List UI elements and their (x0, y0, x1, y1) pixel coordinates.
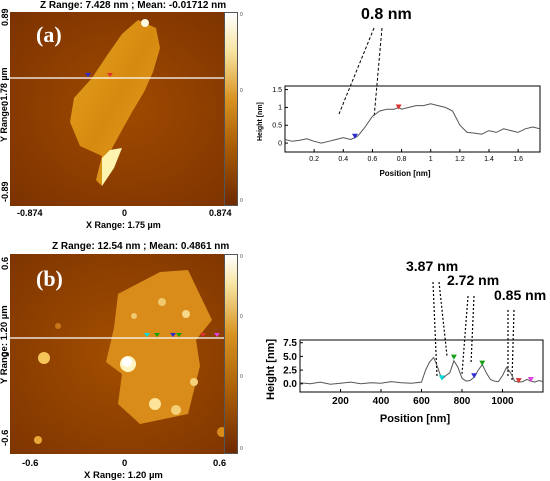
panel-b-profile-ylabel: Height [nm] (265, 339, 277, 400)
panel-b-profile-chart: 200 400 600 800 1000 0.0 2.5 5.0 7.5 Position [… (265, 281, 544, 425)
panel-b-profile-marker (450, 354, 457, 360)
panel-b-profile-ytick-label: 7.5 (283, 338, 297, 349)
panel-a-xtick-left: -0.874 (17, 208, 43, 218)
panel-a-header: Z Range: 7.428 nm ; Mean: -0.01712 nm (40, 0, 227, 11)
panel-b-profile-xtick-label: 600 (413, 396, 430, 407)
panel-a-profile-ytick-label: 0 (278, 140, 282, 147)
panel-a-afm-image (10, 12, 238, 206)
panel-b-xtick-mid: 0 (122, 458, 128, 469)
panel-b-xtick-right: 0.6 (213, 458, 227, 469)
panel-a-profile-marker (351, 133, 358, 139)
panel-a-profile-xtick-label: 1.2 (455, 156, 465, 163)
panel-a-profile-ytick-label: 0.5 (272, 123, 282, 130)
panel-b-xtick-left: -0.6 (22, 458, 39, 469)
panel-a-xtick-right: 0.874 (209, 208, 232, 218)
panel-a-profile-ylabel: Height [nm] (257, 102, 264, 141)
panel-a-leader-right (373, 27, 383, 119)
panel-a-label: (a) (36, 22, 62, 47)
panel-b-profile-marker (471, 373, 478, 379)
panel-b-profile-ytick-label: 5.0 (283, 352, 297, 363)
panel-a-colorbar-ticks: 0 0 0 (240, 12, 250, 206)
panel-b-profile-ytick-label: 2.5 (283, 365, 297, 376)
panel-a-afm-svg (10, 12, 238, 206)
panel-b-xlabel: X Range: 1.20 µm (84, 470, 163, 481)
panel-b-ylabel: Y Range: 1.20 µm (0, 305, 10, 384)
panel-a-profile-xtick-label: 0.8 (397, 156, 407, 163)
panel-b-leader-2b (470, 295, 475, 365)
panel-a-profile-xtick-label: 0.2 (309, 156, 319, 163)
panel-b-afm-image (10, 254, 238, 454)
panel-a-ytick-bottom: -0.89 (0, 181, 10, 202)
panel-b-profile-xtick-label: 400 (373, 396, 390, 407)
panel-b-ytick-bottom: -0.6 (0, 429, 11, 446)
panel-b-header: Z Range: 12.54 nm ; Mean: 0.4861 nm (52, 241, 230, 252)
colorbar-tick: 0 (240, 314, 243, 320)
panel-a-profile-chart: 0.2 0.4 0.6 0.8 1 1.2 1.4 1.6 0 0.5 1 1.5 Position… (257, 27, 541, 178)
panel-b-profile-line (299, 356, 544, 385)
panel-b-profile-xtick-label: 1000 (491, 396, 514, 407)
panel-a-profile-xtick-label: 0.6 (368, 156, 378, 163)
panel-a-profile-xlabel: Position [nm] (379, 169, 430, 178)
panel-b-profile-xtick-label: 200 (332, 396, 349, 407)
panel-a-profile-xtick-label: 1 (429, 156, 433, 163)
panel-b-profile-frame (299, 339, 544, 393)
panel-a-xtick-mid: 0 (122, 208, 128, 218)
panel-a-profile-ytick-label: 1.5 (272, 87, 282, 94)
colorbar-tick: 0 (240, 88, 243, 94)
panel-b-leader-3b (511, 309, 515, 381)
colorbar-tick: 0 (240, 198, 243, 204)
panel-a-profile-xtick-label: 1.4 (484, 156, 494, 163)
panel-a-flake (70, 20, 160, 186)
panel-b-colorbar (224, 254, 238, 454)
panel-b-leader-1b (438, 281, 448, 357)
panel-b-profile-marker (515, 378, 522, 384)
panel-b-flake (106, 270, 212, 424)
panel-a-profile-line (284, 103, 541, 144)
panel-b-ytick-top: 0.6 (0, 256, 11, 270)
colorbar-tick: 0 (240, 446, 243, 452)
panel-a-ylabel: Y Range: 1.78 µm (0, 67, 9, 142)
colorbar-tick: 0 (240, 12, 243, 18)
panel-a-ytick-top: 0.89 (0, 8, 10, 26)
panel-a-profile-xtick-label: 0.4 (338, 156, 348, 163)
panel-b-profile-marker (479, 360, 486, 366)
panel-b-label: (b) (36, 266, 63, 291)
panel-a-colorbar (224, 12, 238, 206)
panel-a-profile-frame (284, 85, 541, 153)
panel-a-leader-left (338, 27, 375, 115)
panel-b-profile-ytick-label: 0.0 (283, 379, 297, 390)
panel-b-profile-xtick-label: 800 (454, 396, 471, 407)
colorbar-tick: 0 (240, 374, 243, 380)
panel-a-profile-ytick-label: 1 (278, 105, 282, 112)
panel-b-colorbar-ticks: 0 0 0 0 (240, 254, 250, 454)
panel-a-profile-marker (395, 104, 402, 110)
panel-a-profile-xtick-label: 1.6 (513, 156, 523, 163)
panel-b-profile-marker (527, 377, 534, 383)
panel-b-profile-xlabel: Position [nm] (380, 413, 451, 425)
panel-b-afm-svg (10, 254, 238, 454)
colorbar-tick: 0 (240, 254, 243, 260)
panel-b-annotation-1: 3.87 nm (406, 258, 459, 274)
panel-b-profile-marker (438, 375, 445, 381)
panel-a-xlabel: X Range: 1.75 µm (86, 220, 161, 230)
panel-a-annotation: 0.8 nm (361, 6, 412, 23)
panel-b-annotation-3: 0.85 nm (494, 287, 547, 303)
panel-b-leader-2a (461, 295, 469, 375)
panel-b-annotation-2: 2.72 nm (447, 272, 500, 288)
